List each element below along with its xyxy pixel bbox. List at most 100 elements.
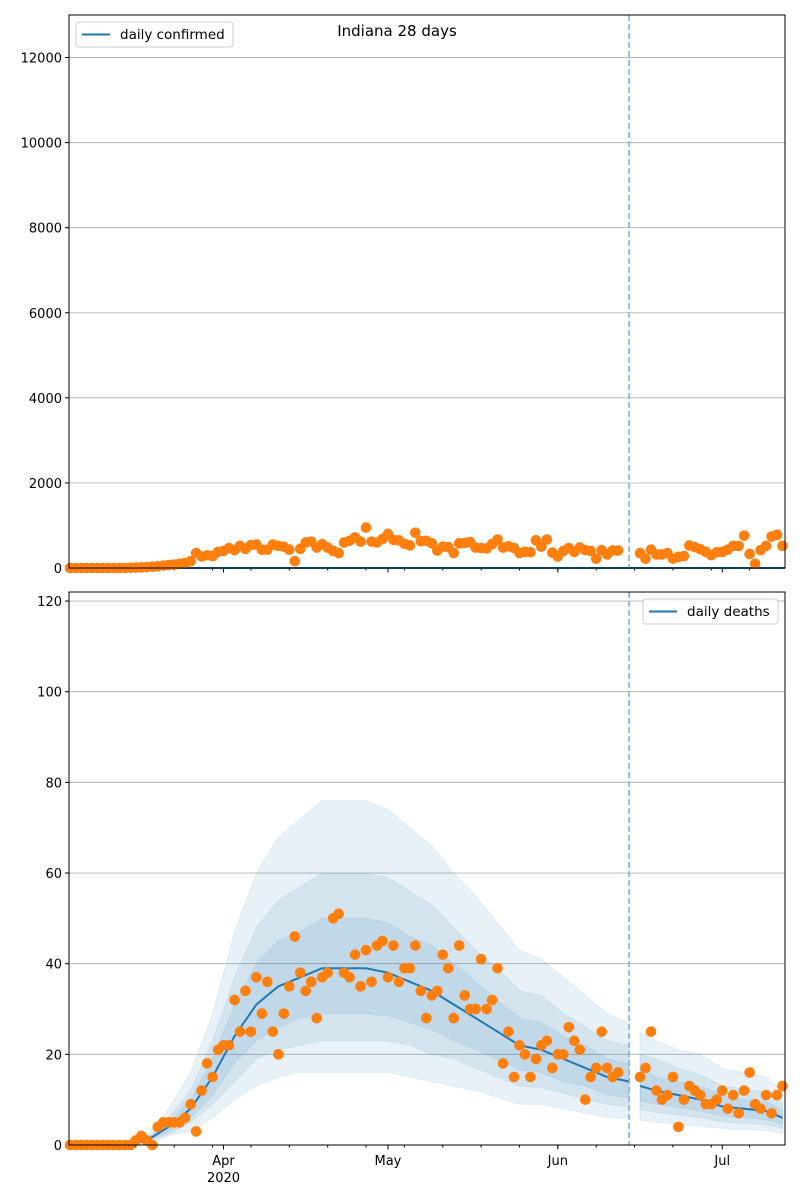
observed-point <box>404 540 416 551</box>
observed-point <box>448 547 460 559</box>
observed-point <box>579 1094 591 1105</box>
axes-frame <box>68 14 786 569</box>
observed-point <box>612 545 624 556</box>
legend-label: daily deaths <box>687 604 770 620</box>
observed-point <box>738 1085 750 1096</box>
observed-point <box>497 1058 509 1069</box>
legend: daily deaths <box>642 598 779 625</box>
observed-point <box>733 1107 744 1119</box>
observed-point <box>640 553 651 564</box>
observed-point <box>733 540 744 552</box>
observed-point <box>662 1089 673 1101</box>
observed-point <box>525 546 536 558</box>
y-tick-label: 80 <box>45 776 62 791</box>
observed-point <box>453 940 465 951</box>
observed-point <box>727 1089 739 1101</box>
observed-point <box>651 1085 662 1096</box>
observed-point <box>514 1039 525 1051</box>
observed-point <box>547 1062 558 1074</box>
observed-point <box>333 547 344 559</box>
observed-point <box>256 1008 268 1019</box>
observed-point <box>755 1103 766 1115</box>
observed-point <box>634 1071 646 1083</box>
y-tick-label: 2000 <box>29 477 62 492</box>
observed-point <box>777 1080 788 1092</box>
observed-point <box>426 538 438 549</box>
observed-point <box>744 1067 755 1078</box>
chart-title: Indiana 28 days <box>337 22 457 40</box>
observed-point <box>585 545 597 557</box>
legend-box <box>75 21 234 48</box>
y-tick-label: 12000 <box>21 52 62 67</box>
observed-point <box>311 1012 323 1024</box>
observed-point <box>744 548 755 560</box>
observed-point <box>388 940 399 951</box>
observed-point <box>601 1062 613 1074</box>
observed-point <box>673 1121 684 1133</box>
observed-point <box>508 1071 520 1083</box>
legend-box <box>642 598 779 625</box>
observed-point <box>437 949 449 960</box>
observed-point <box>382 971 394 983</box>
observed-point <box>536 541 547 553</box>
observed-point <box>196 1085 207 1096</box>
observed-point <box>777 540 788 552</box>
observed-point <box>530 1053 542 1065</box>
y-tick-label: 6000 <box>29 307 62 322</box>
observed-point <box>305 976 317 988</box>
observed-point <box>596 1026 607 1037</box>
observed-point <box>229 994 240 1006</box>
observed-point <box>519 1049 531 1060</box>
observed-point <box>300 985 312 997</box>
observed-point <box>766 1107 777 1119</box>
observed-point <box>360 944 372 956</box>
observed-point <box>234 1026 246 1037</box>
observed-point <box>360 522 372 533</box>
observed-point <box>678 1094 690 1105</box>
x-tick-label: Jun <box>547 1154 568 1169</box>
observed-point <box>738 530 750 541</box>
y-tick-label: 4000 <box>29 392 62 407</box>
y-tick-label: 8000 <box>29 222 62 237</box>
observed-point <box>645 1026 657 1037</box>
observed-point <box>771 1089 783 1101</box>
observed-point <box>289 555 301 567</box>
observed-point <box>223 1039 235 1051</box>
confirmed-axes: 0 2000 4000 6000 8000 10000 12000 daily confirm… <box>21 14 788 577</box>
observed-point <box>294 967 306 979</box>
observed-point <box>667 1071 679 1083</box>
observed-point <box>558 1049 569 1060</box>
observed-point <box>278 1008 290 1019</box>
observed-point <box>431 985 443 997</box>
x-tick-label: Apr <box>212 1154 235 1169</box>
observed-point <box>262 976 273 988</box>
y-tick-label: 20 <box>45 1048 62 1063</box>
observed-point <box>251 971 262 983</box>
observed-point <box>404 962 416 974</box>
observed-point <box>585 1071 597 1083</box>
observed-point <box>563 1021 575 1033</box>
observed-point <box>760 540 772 552</box>
observed-point <box>475 953 487 965</box>
y-tick-label: 0 <box>54 562 62 577</box>
observed-point <box>366 976 377 988</box>
observed-point <box>201 1058 213 1069</box>
observed-point <box>590 1062 602 1074</box>
axes-frame <box>68 591 786 1146</box>
observed-point <box>492 962 503 974</box>
observed-point <box>185 1098 196 1110</box>
observed-point <box>245 1026 257 1037</box>
observed-point <box>470 1003 481 1015</box>
observed-point <box>267 1026 279 1037</box>
observed-point <box>640 1062 651 1074</box>
observed-point <box>421 1012 432 1024</box>
observed-point <box>415 985 427 997</box>
observed-point <box>771 529 783 541</box>
x-tick-label: Jul <box>713 1154 730 1169</box>
observed-point <box>749 558 761 570</box>
y-tick-label: 100 <box>37 686 62 701</box>
observed-point <box>355 536 366 547</box>
observed-point <box>179 1112 191 1124</box>
observed-point <box>185 555 196 567</box>
observed-point <box>541 1035 553 1047</box>
